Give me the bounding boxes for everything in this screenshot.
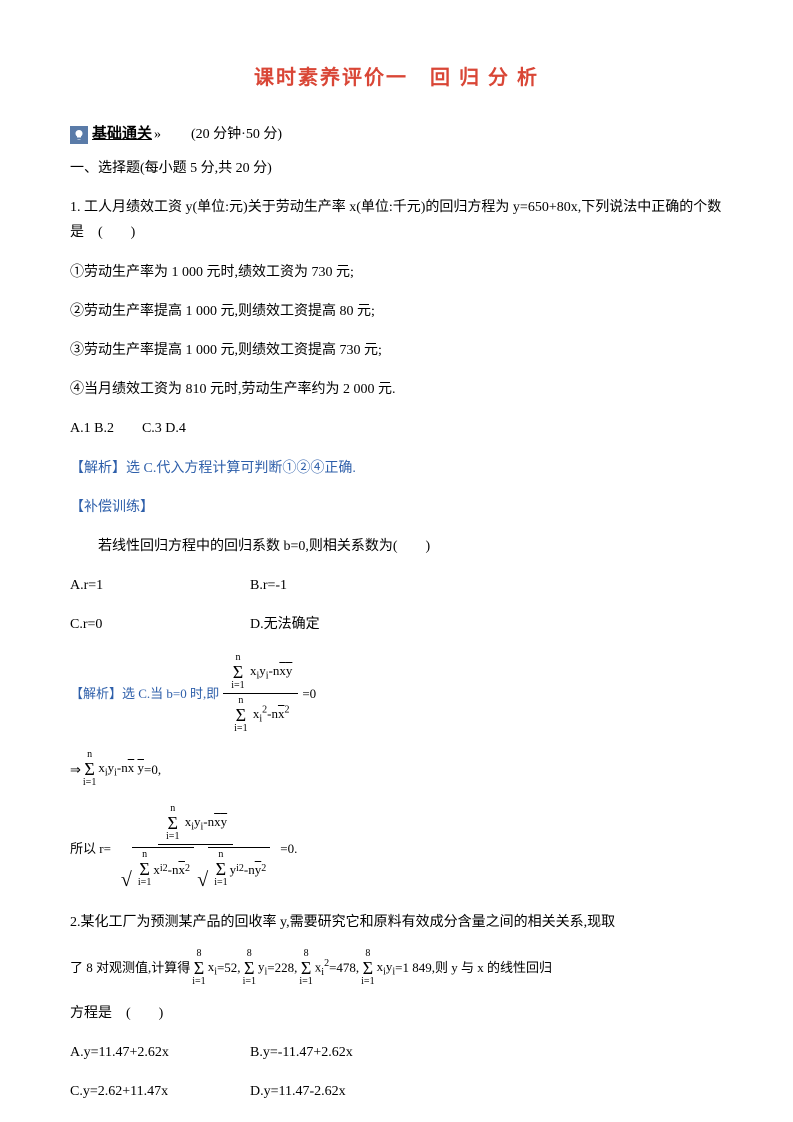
supplement-stem: 若线性回归方程中的回归系数 b=0,则相关系数为( )	[70, 534, 723, 559]
q2-opts-2: C.y=2.62+11.47x D.y=11.47-2.62x	[70, 1079, 723, 1104]
formula-text: xiyi	[377, 955, 396, 982]
q1-answer: 【解析】选 C.代入方程计算可判断①②④正确.	[70, 456, 723, 481]
sigma-icon: 8Σi=1	[192, 949, 205, 987]
sigma-icon: 8Σi=1	[361, 949, 374, 987]
opt-a: A.r=1	[70, 573, 250, 598]
supplement-opts-2: C.r=0 D.无法确定	[70, 612, 723, 637]
eq-zero: =0	[302, 682, 316, 705]
formula-text: xiyi-nx y	[98, 756, 144, 783]
answer-prefix: 【解析】选 C.当 b=0 时,即	[70, 682, 219, 705]
formula-text: yi	[258, 955, 267, 982]
formula-text: xi	[208, 955, 217, 982]
r-formula: 所以 r= nΣi=1 xiyi-nxy √nΣi=1xi2-nx2 √nΣi=…	[70, 802, 723, 895]
sigma-icon: 8Σi=1	[243, 949, 256, 987]
formula-text: xi2	[315, 955, 329, 982]
supplement-answer: 【解析】选 C.当 b=0 时,即 nΣi=1 xiyi-nxy nΣi=1 x…	[70, 651, 723, 736]
imply-post: =0,	[144, 758, 161, 781]
opt-d: D.无法确定	[250, 612, 320, 637]
q2-stem3: 方程是 ( )	[70, 1001, 723, 1026]
q2-stem2e: =1 849,则 y 与 x 的线性回归	[395, 956, 552, 979]
fraction-icon: nΣi=1 xiyi-nxy √nΣi=1xi2-nx2 √nΣi=1yi2-n…	[115, 802, 276, 895]
sigma-icon: nΣi=1	[83, 750, 96, 788]
q2-stem2d: =478,	[329, 956, 359, 979]
opt-b: B.r=-1	[250, 573, 287, 598]
q1-s4: ④当月绩效工资为 810 元时,劳动生产率约为 2 000 元.	[70, 377, 723, 402]
section-time: (20 分钟·50 分)	[191, 122, 282, 147]
r-prefix: 所以 r=	[70, 837, 111, 860]
implication-line: ⇒ nΣi=1 xiyi-nx y =0,	[70, 750, 723, 788]
section-arrow: »	[154, 122, 161, 147]
opt-c: C.y=2.62+11.47x	[70, 1079, 250, 1104]
q1-s3: ③劳动生产率提高 1 000 元,则绩效工资提高 730 元;	[70, 338, 723, 363]
q2-stem2b: =52,	[217, 956, 241, 979]
q2-stem2: 了 8 对观测值,计算得 8Σi=1 xi =52, 8Σi=1 yi =228…	[70, 949, 723, 987]
section-header: 基础通关 » (20 分钟·50 分)	[70, 121, 723, 148]
page-title: 课时素养评价一 回 归 分 析	[70, 60, 723, 96]
r-post: =0.	[280, 837, 297, 860]
section-label: 基础通关	[92, 121, 152, 148]
q1-stem: 1. 工人月绩效工资 y(单位:元)关于劳动生产率 x(单位:千元)的回归方程为…	[70, 195, 723, 245]
lightbulb-icon	[70, 126, 88, 144]
fraction-icon: nΣi=1 xiyi-nxy nΣi=1 xi2-nx2	[223, 651, 298, 736]
q1-opts: A.1 B.2 C.3 D.4	[70, 416, 723, 441]
q1-s2: ②劳动生产率提高 1 000 元,则绩效工资提高 80 元;	[70, 299, 723, 324]
q2-stem1: 2.某化工厂为预测某产品的回收率 y,需要研究它和原料有效成分含量之间的相关关系…	[70, 910, 723, 935]
q2-opts-1: A.y=11.47+2.62x B.y=-11.47+2.62x	[70, 1040, 723, 1065]
opt-c: C.r=0	[70, 612, 250, 637]
imply-prefix: ⇒	[70, 758, 81, 781]
sigma-icon: 8Σi=1	[299, 949, 312, 987]
opt-b: B.y=-11.47+2.62x	[250, 1040, 353, 1065]
q1-s1: ①劳动生产率为 1 000 元时,绩效工资为 730 元;	[70, 260, 723, 285]
q2-stem2c: =228,	[267, 956, 297, 979]
q2-stem2a: 了 8 对观测值,计算得	[70, 956, 190, 979]
opt-d: D.y=11.47-2.62x	[250, 1079, 346, 1104]
opt-a: A.y=11.47+2.62x	[70, 1040, 250, 1065]
supplement-opts-1: A.r=1 B.r=-1	[70, 573, 723, 598]
supplement-head: 【补偿训练】	[70, 495, 723, 520]
heading-1: 一、选择题(每小题 5 分,共 20 分)	[70, 156, 723, 181]
